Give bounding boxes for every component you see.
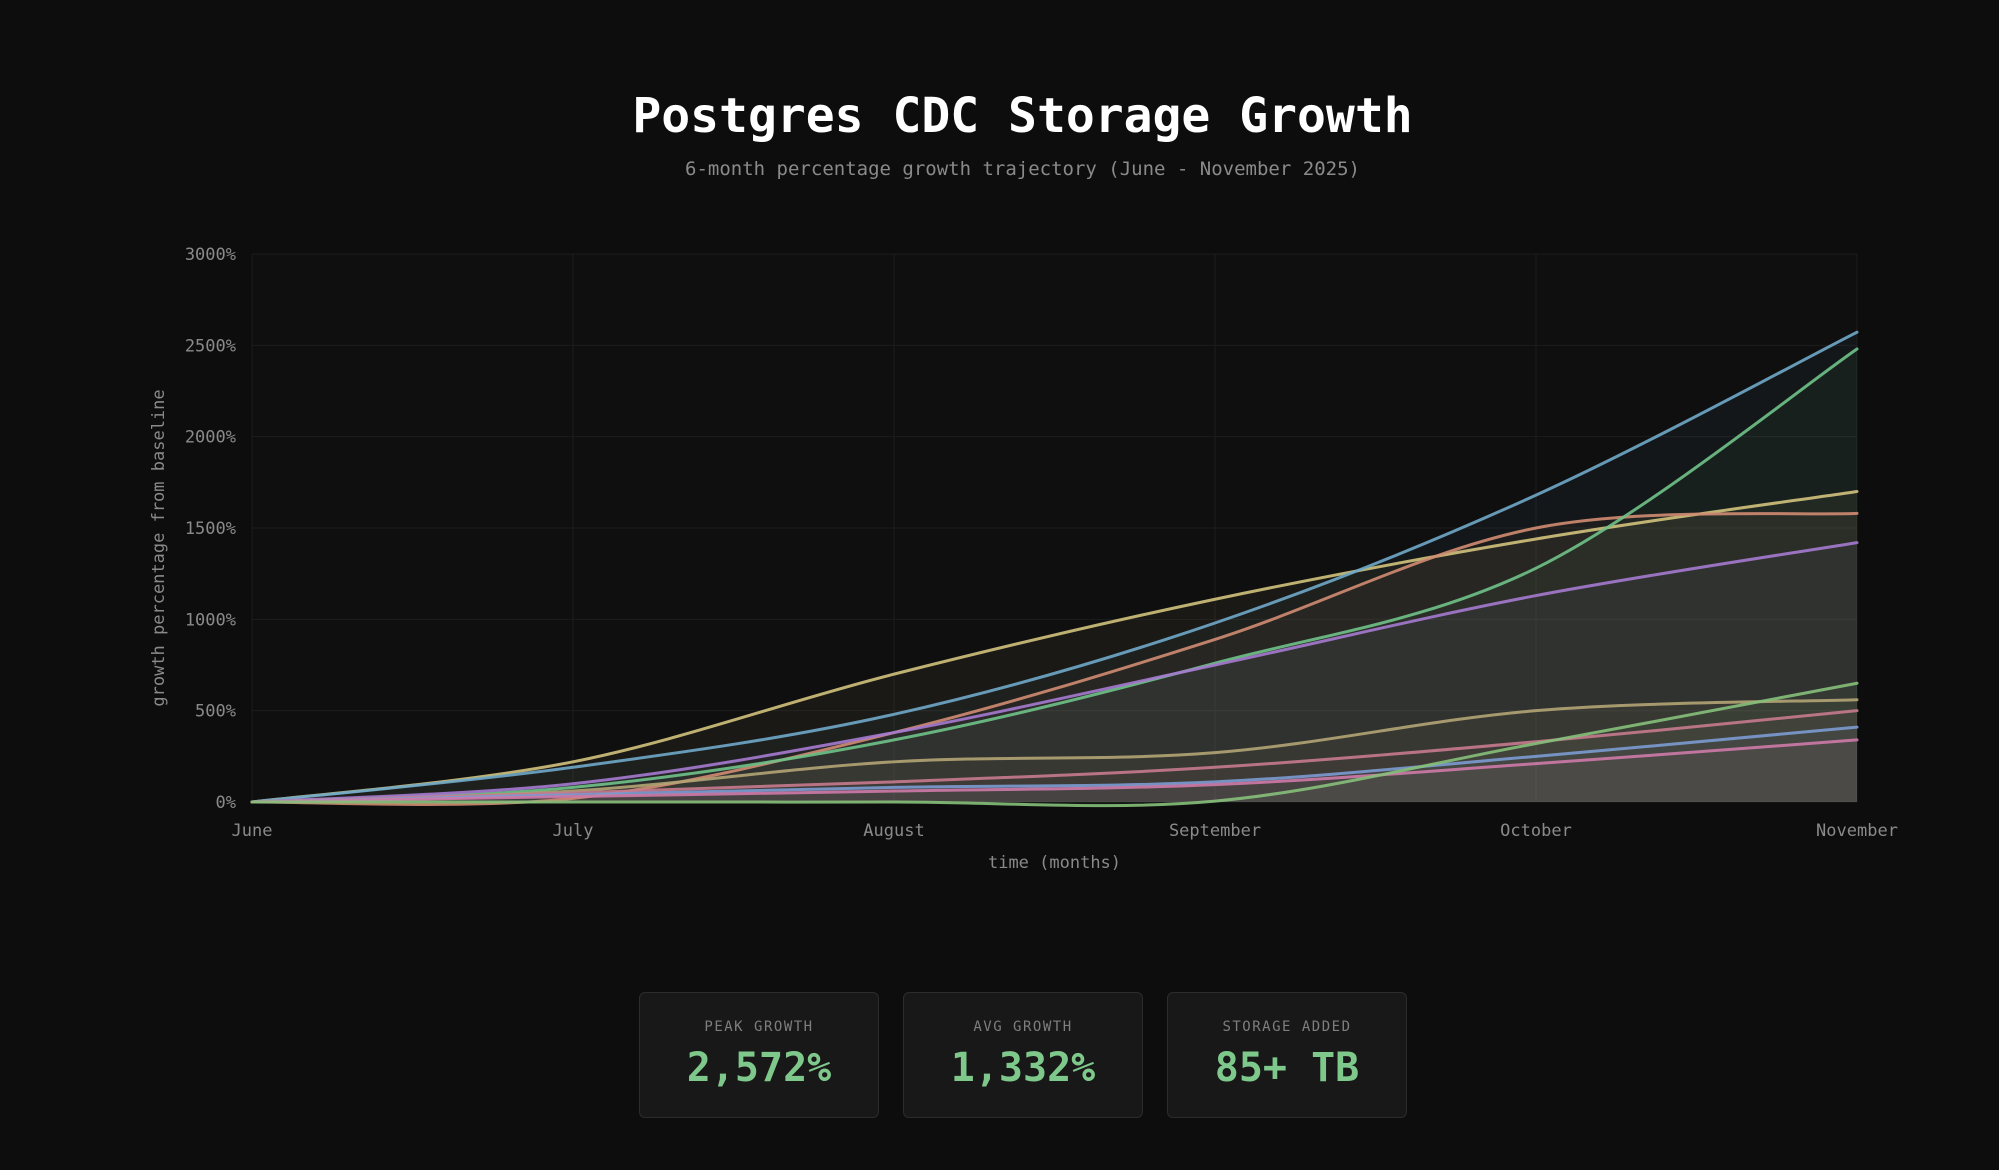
series-line: [250, 681, 1859, 808]
stats-row: PEAK GROWTH 2,572% AVG GROWTH 1,332% STO…: [0, 992, 1999, 1118]
y-tick-label: 0%: [216, 793, 236, 813]
stat-label: STORAGE ADDED: [1222, 1019, 1352, 1035]
stat-label: PEAK GROWTH: [704, 1019, 814, 1035]
x-tick-label: November: [1816, 821, 1898, 841]
series-line: [250, 541, 1859, 804]
x-tick-label: August: [863, 821, 924, 841]
stat-card-peak-growth: PEAK GROWTH 2,572%: [639, 992, 879, 1118]
stat-value: 2,572%: [686, 1045, 832, 1091]
x-tick-label: October: [1500, 821, 1572, 841]
stat-card-storage-added: STORAGE ADDED 85+ TB: [1167, 992, 1407, 1118]
series-area: [252, 542, 1857, 802]
series-line: [250, 347, 1859, 804]
growth-chart: 0% 500% 1000% 1500% 2000% 2500% 3000% June July A…: [149, 245, 1898, 873]
series-area: [252, 491, 1857, 802]
chart-subtitle: 6-month percentage growth trajectory (Ju…: [685, 158, 1360, 180]
bottom-edge: [0, 1170, 1999, 1172]
series-area: [252, 513, 1857, 805]
x-tick-label: June: [232, 821, 273, 841]
series-area: [252, 727, 1857, 802]
y-tick-label: 500%: [195, 702, 236, 722]
y-tick-label: 3000%: [185, 245, 236, 265]
series-area: [252, 683, 1857, 806]
y-axis-label: growth percentage from baseline: [149, 389, 169, 706]
stat-value: 85+ TB: [1214, 1045, 1360, 1091]
series-area: [252, 739, 1857, 802]
y-tick-label: 1000%: [185, 610, 236, 630]
series-line: [250, 330, 1859, 804]
stat-label: AVG GROWTH: [973, 1019, 1073, 1035]
chart-title: Postgres CDC Storage Growth: [632, 88, 1413, 144]
x-tick-label: July: [553, 821, 594, 841]
y-tick-label: 2500%: [185, 336, 236, 356]
series-area: [252, 348, 1857, 802]
y-tick-label: 1500%: [185, 519, 236, 539]
stat-card-avg-growth: AVG GROWTH 1,332%: [903, 992, 1143, 1118]
series-area: [252, 710, 1857, 802]
series-area: [252, 699, 1857, 802]
series-line: [250, 489, 1859, 804]
series-line: [250, 725, 1859, 804]
series-area: [252, 332, 1857, 802]
x-axis-label: time (months): [988, 853, 1121, 873]
stat-value: 1,332%: [950, 1045, 1096, 1091]
x-tick-label: September: [1169, 821, 1261, 841]
series-line: [250, 738, 1859, 804]
y-tick-label: 2000%: [185, 428, 236, 448]
